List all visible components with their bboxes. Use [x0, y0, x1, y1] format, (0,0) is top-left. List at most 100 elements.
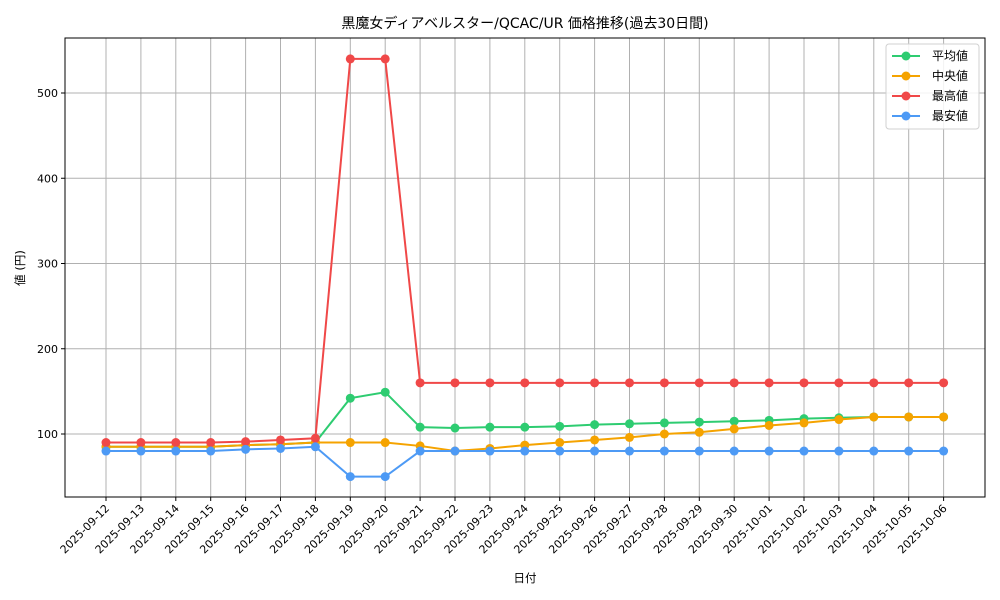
data-point: [869, 446, 879, 456]
legend-marker: [901, 91, 911, 101]
data-point: [380, 387, 390, 397]
data-point: [101, 438, 111, 448]
data-point: [694, 427, 704, 437]
data-point: [520, 422, 530, 432]
data-point: [729, 446, 739, 456]
data-point: [520, 446, 530, 456]
data-point: [764, 378, 774, 388]
legend-label: 中央値: [932, 68, 968, 83]
data-point: [904, 378, 914, 388]
data-point: [625, 446, 634, 456]
data-point: [590, 435, 600, 445]
data-point: [415, 378, 425, 388]
data-point: [555, 421, 565, 431]
data-point: [310, 433, 320, 443]
data-point: [450, 446, 460, 456]
data-point: [869, 412, 879, 422]
data-point: [904, 412, 914, 422]
data-point: [659, 418, 669, 428]
series-最安値: [101, 442, 949, 482]
data-point: [659, 378, 669, 388]
data-point: [834, 378, 844, 388]
data-point: [345, 393, 355, 403]
data-point: [590, 420, 600, 430]
data-point: [345, 54, 355, 64]
data-point: [590, 378, 600, 388]
data-point: [764, 446, 774, 456]
data-point: [415, 446, 425, 456]
data-point: [206, 446, 216, 456]
data-point: [729, 416, 739, 426]
data-point: [659, 429, 669, 439]
data-point: [694, 417, 704, 427]
y-tick-label: 200: [37, 343, 58, 356]
data-point: [136, 446, 146, 456]
data-point: [485, 378, 495, 388]
data-point: [555, 378, 565, 388]
data-point: [171, 438, 181, 448]
data-point: [310, 442, 320, 452]
y-tick-label: 100: [37, 428, 58, 441]
legend-label: 最高値: [932, 88, 968, 103]
data-point: [276, 443, 285, 453]
data-point: [939, 378, 949, 388]
legend-marker: [901, 111, 911, 121]
data-point: [171, 446, 181, 456]
data-point: [136, 438, 146, 448]
data-point: [904, 446, 914, 456]
data-point: [834, 415, 844, 425]
chart-title: 黒魔女ディアベルスター/QCAC/UR 価格推移(過去30日間): [341, 15, 708, 32]
legend-marker: [901, 51, 911, 61]
data-point: [380, 54, 390, 64]
legend-label: 平均値: [932, 48, 968, 63]
data-point: [241, 444, 251, 454]
data-point: [590, 446, 600, 456]
data-point: [694, 378, 704, 388]
data-point: [625, 432, 634, 442]
y-tick-label: 500: [37, 87, 58, 100]
legend-box: [885, 43, 980, 130]
data-point: [450, 378, 460, 388]
data-point: [520, 378, 530, 388]
data-point: [764, 420, 774, 430]
y-tick-label: 400: [37, 172, 58, 185]
data-point: [345, 472, 355, 482]
y-axis-ticks: 100 200 300 400 500: [37, 87, 65, 441]
x-axis-label: 日付: [514, 571, 537, 585]
data-point: [799, 378, 809, 388]
y-tick-label: 300: [37, 258, 58, 271]
series-最高値: [101, 54, 949, 448]
data-point: [485, 422, 495, 432]
data-point: [799, 446, 809, 456]
data-point: [380, 438, 390, 448]
data-point: [206, 438, 216, 448]
data-point: [555, 446, 565, 456]
data-point: [694, 446, 704, 456]
legend-marker: [901, 71, 911, 81]
data-point: [101, 446, 111, 456]
data-point: [799, 418, 809, 428]
data-series: [101, 54, 949, 482]
data-point: [625, 378, 634, 388]
data-point: [625, 419, 634, 429]
data-point: [939, 446, 949, 456]
data-point: [415, 422, 425, 432]
data-point: [241, 437, 251, 447]
x-axis-ticks: 2025-09-122025-09-132025-09-142025-09-15…: [58, 497, 950, 556]
data-point: [380, 472, 390, 482]
data-point: [729, 378, 739, 388]
data-point: [555, 438, 565, 448]
data-point: [939, 412, 949, 422]
data-point: [834, 446, 844, 456]
data-point: [276, 435, 285, 445]
data-point: [345, 438, 355, 448]
y-axis-label: 値 (円): [13, 250, 27, 286]
legend-label: 最安値: [932, 108, 968, 123]
data-point: [485, 446, 495, 456]
data-point: [450, 423, 460, 433]
data-point: [869, 378, 879, 388]
data-point: [729, 424, 739, 434]
data-point: [659, 446, 669, 456]
